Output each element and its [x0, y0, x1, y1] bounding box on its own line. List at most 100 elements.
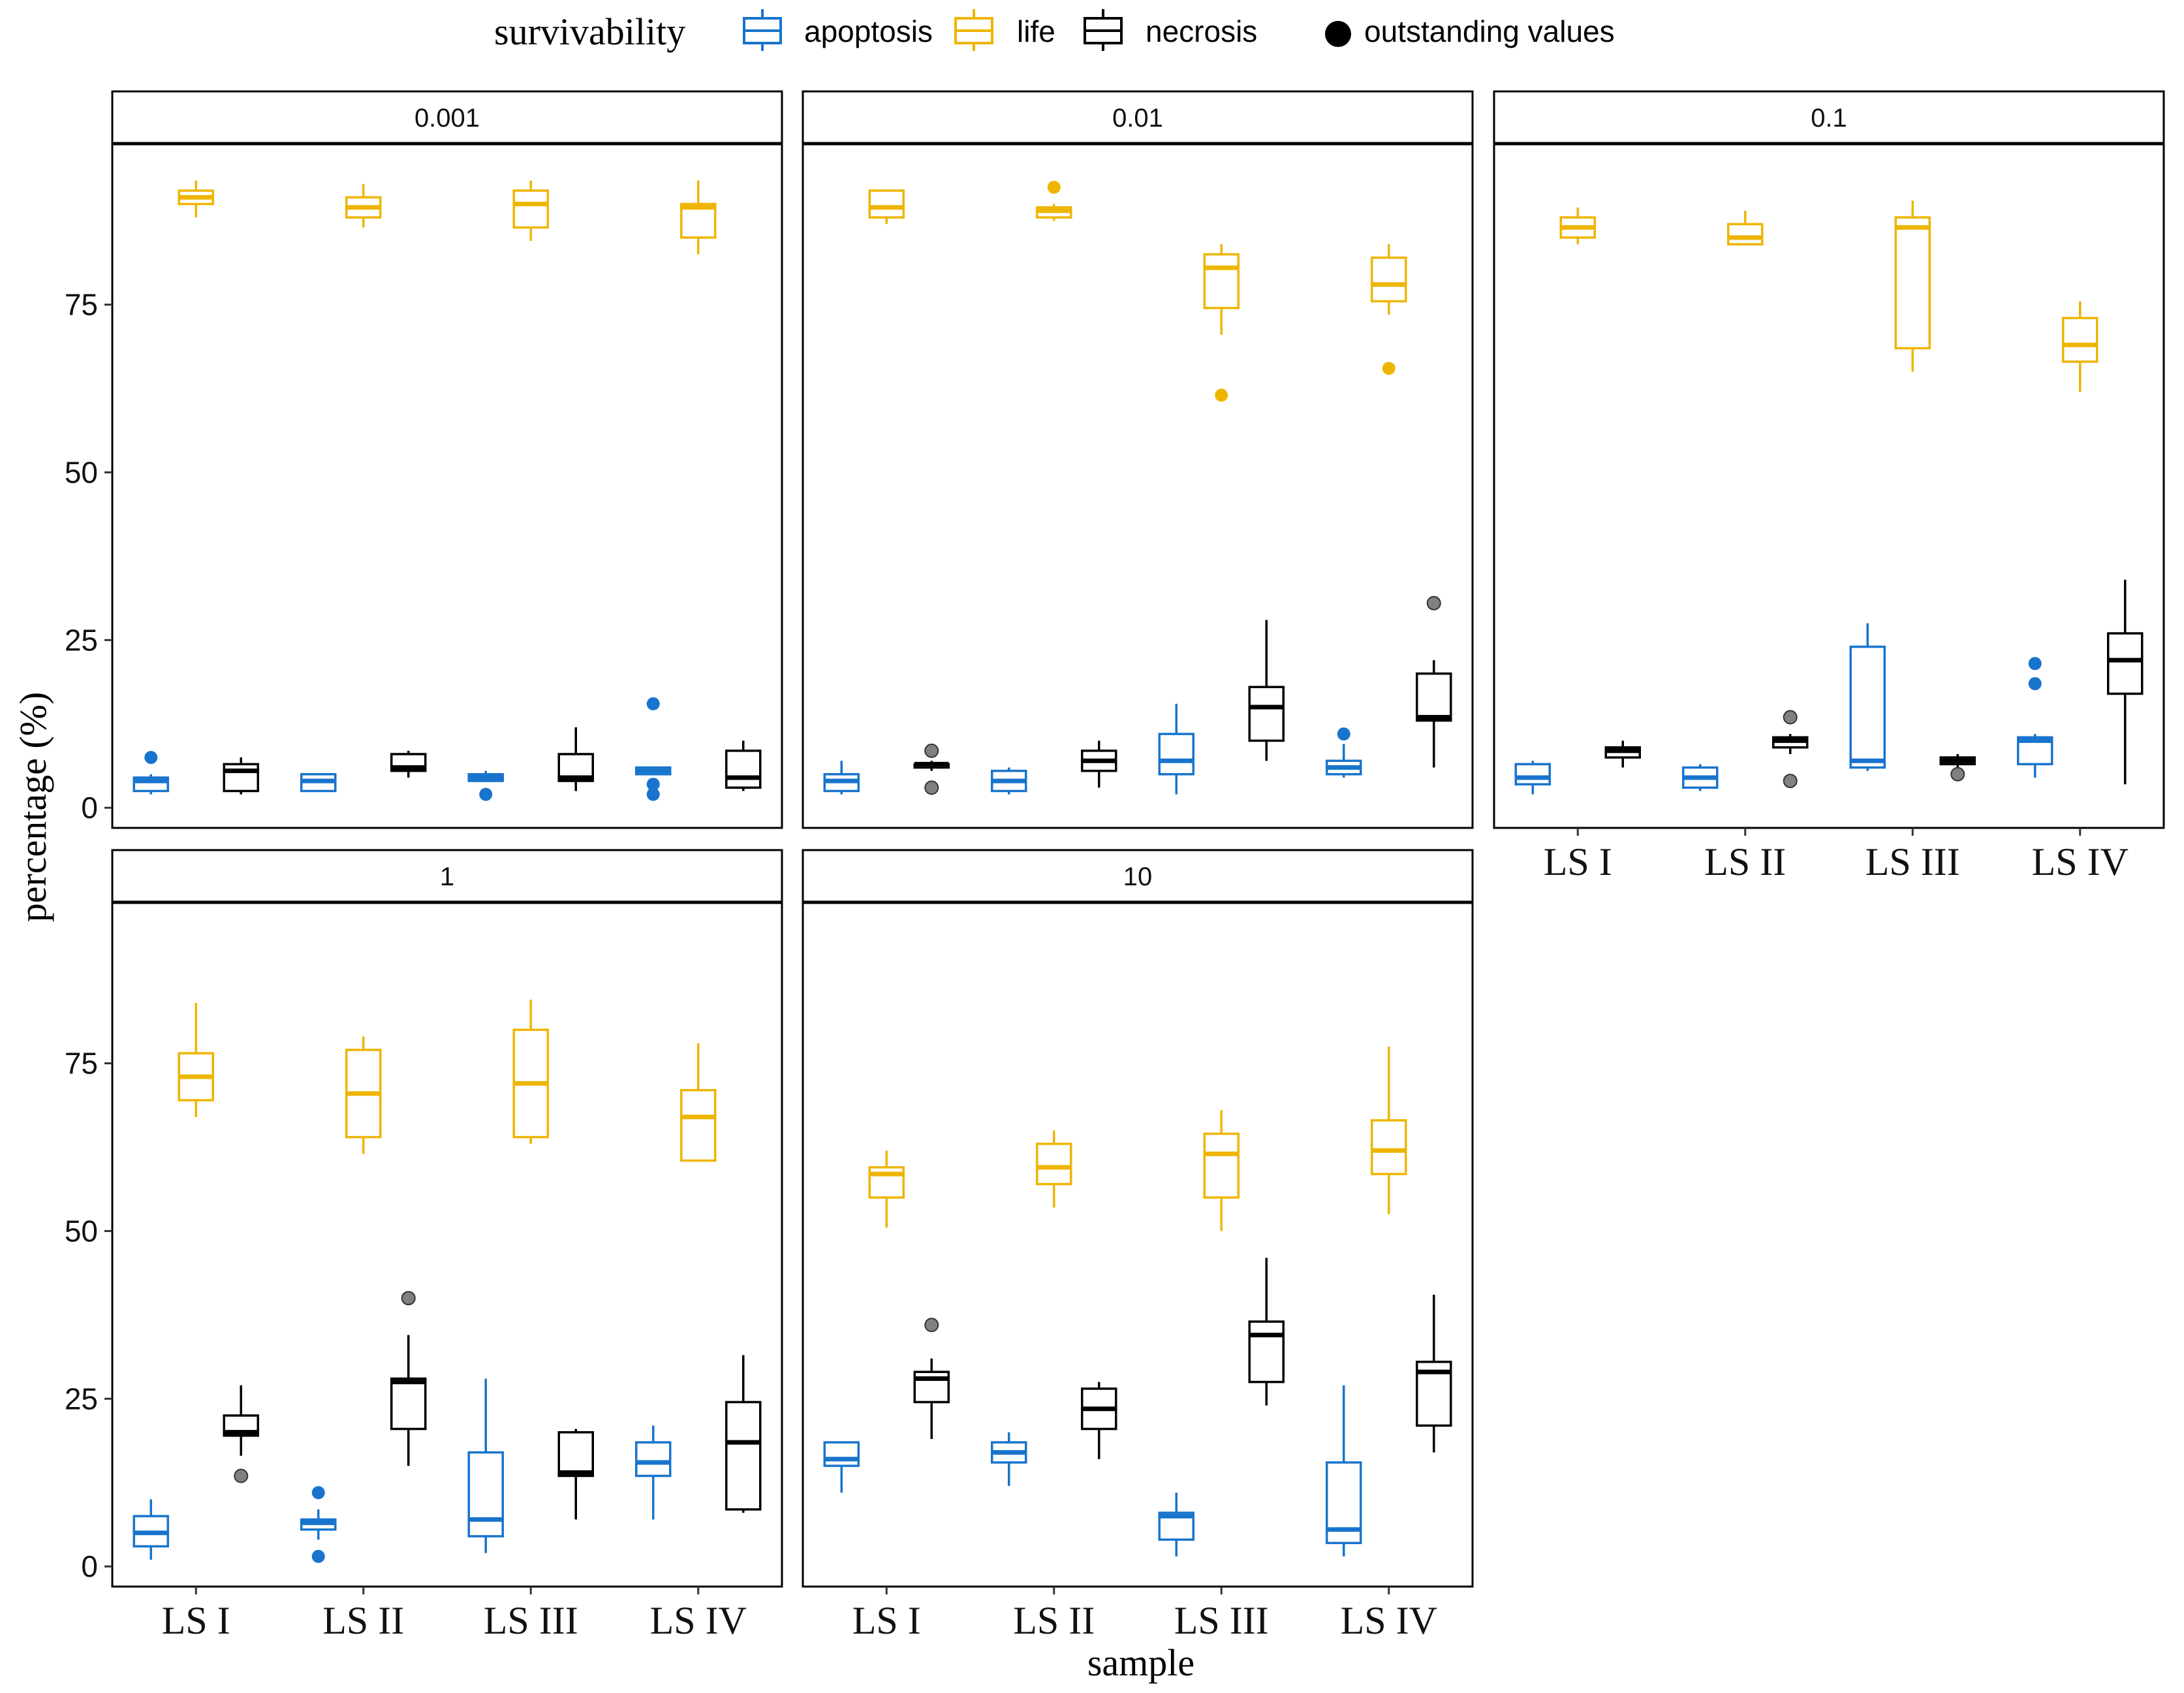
- legend-label-necrosis: necrosis: [1146, 14, 1257, 48]
- x-tick-label: LS I: [852, 1599, 921, 1642]
- box-iqr: [1849, 645, 1886, 769]
- x-tick-label: LS I: [162, 1599, 230, 1642]
- box-life-ls-ii: [1727, 210, 1764, 245]
- box-iqr: [823, 1441, 860, 1467]
- box-apoptosis-ls-iv: [2017, 657, 2053, 778]
- box-iqr: [1036, 1143, 1072, 1186]
- panel-strip-label: 1: [440, 862, 454, 891]
- panel-plot-frame: [1493, 142, 2165, 829]
- outlier-point: [646, 697, 660, 710]
- outlier-point: [924, 1318, 939, 1333]
- box-iqr: [512, 189, 549, 229]
- box-life-ls-iii: [1203, 1110, 1240, 1231]
- box-apoptosis-ls-iv: [635, 1425, 672, 1520]
- outlier-point: [2028, 657, 2042, 671]
- outlier-point: [1783, 774, 1798, 789]
- box-life-ls-iv: [680, 180, 717, 255]
- box-necrosis-ls-ii: [390, 1291, 427, 1466]
- box-necrosis-ls-ii: [1081, 1382, 1117, 1459]
- box-iqr: [1203, 253, 1240, 309]
- box-life-ls-iv: [2062, 301, 2098, 392]
- box-life-ls-i: [868, 1150, 905, 1228]
- box-apoptosis-ls-iv: [1326, 1385, 1362, 1557]
- box-necrosis-ls-i: [223, 757, 259, 795]
- box-apoptosis-ls-i: [1514, 761, 1551, 795]
- panel-strip: [802, 849, 1474, 904]
- legend-key-apoptosis: [743, 9, 782, 51]
- box-iqr: [2107, 632, 2144, 695]
- outlier-point: [2028, 677, 2042, 691]
- box-apoptosis-ls-iii: [1158, 1493, 1194, 1557]
- panel-plot-frame: [802, 142, 1474, 829]
- legend-key-life: [954, 9, 993, 51]
- x-tick-label: LS II: [1704, 840, 1786, 883]
- box-necrosis-ls-ii: [1081, 740, 1117, 788]
- box-necrosis-ls-iv: [725, 1355, 762, 1513]
- box-iqr: [1514, 763, 1551, 785]
- y-tick-label: 0: [81, 791, 98, 825]
- box-iqr: [680, 1088, 717, 1162]
- legend: survivability apoptosis life necrosis ou…: [494, 9, 1615, 53]
- box-life-ls-iii: [1203, 244, 1240, 402]
- box-apoptosis-ls-ii: [300, 773, 337, 793]
- box-necrosis-ls-iv: [1416, 595, 1452, 768]
- box-necrosis-ls-i: [913, 743, 950, 795]
- box-apoptosis-ls-iv: [635, 697, 672, 801]
- box-life-ls-iv: [680, 1043, 717, 1162]
- box-iqr: [635, 1441, 672, 1478]
- box-necrosis-ls-ii: [390, 750, 427, 778]
- box-apoptosis-ls-iii: [467, 770, 504, 801]
- x-tick-label: LS II: [1013, 1599, 1095, 1642]
- box-apoptosis-ls-i: [823, 761, 860, 795]
- box-necrosis-ls-i: [913, 1318, 950, 1439]
- box-iqr: [1371, 256, 1407, 303]
- box-life-ls-ii: [345, 1036, 382, 1154]
- panel-1: 1 0 25 50 75 LS I LS II LS III LS IV: [65, 849, 783, 1642]
- box-iqr: [725, 750, 762, 789]
- panel-strip: [1493, 90, 2165, 145]
- box-life-ls-i: [178, 1003, 214, 1117]
- outlier-point: [646, 778, 660, 791]
- outlier-point: [1382, 362, 1396, 375]
- outlier-point: [1783, 710, 1798, 725]
- box-iqr: [1894, 216, 1931, 350]
- box-iqr: [868, 189, 905, 219]
- box-necrosis-ls-ii: [1772, 710, 1809, 789]
- box-apoptosis-ls-ii: [991, 767, 1027, 795]
- box-life-ls-ii: [1036, 180, 1072, 221]
- box-iqr: [725, 1400, 762, 1511]
- box-iqr: [1727, 223, 1764, 245]
- legend-key-necrosis: [1084, 9, 1123, 51]
- x-tick-label: LS IV: [650, 1599, 747, 1642]
- outlier-point: [234, 1468, 249, 1483]
- box-iqr: [1416, 672, 1452, 722]
- y-tick-label: 50: [65, 1214, 98, 1248]
- panel-plot-frame: [802, 901, 1474, 1588]
- outlier-point: [1950, 767, 1965, 782]
- x-tick-label: LS I: [1544, 840, 1612, 883]
- box-iqr: [467, 1451, 504, 1538]
- outlier-point: [311, 1549, 325, 1563]
- panel-strip: [111, 849, 783, 904]
- box-life-ls-iv: [1371, 244, 1407, 375]
- box-apoptosis-ls-i: [133, 751, 169, 795]
- outlier-point: [1047, 180, 1061, 194]
- box-apoptosis-ls-ii: [991, 1432, 1027, 1486]
- box-apoptosis-ls-i: [133, 1499, 169, 1560]
- panel-plot-frame: [111, 901, 783, 1588]
- box-life-ls-iv: [1371, 1046, 1407, 1214]
- box-iqr: [1248, 686, 1285, 742]
- box-apoptosis-ls-iii: [467, 1378, 504, 1553]
- panel-10: 10 LS I LS II LS III LS IV: [802, 849, 1474, 1642]
- box-apoptosis-ls-i: [823, 1441, 860, 1493]
- outlier-point: [311, 1486, 325, 1500]
- box-necrosis-ls-iii: [557, 1429, 594, 1520]
- box-life-ls-ii: [1036, 1130, 1072, 1208]
- panel-strip-label: 10: [1123, 862, 1153, 891]
- panel-strip-label: 0.01: [1112, 104, 1163, 133]
- box-necrosis-ls-iv: [2107, 579, 2144, 785]
- box-iqr: [1371, 1119, 1407, 1175]
